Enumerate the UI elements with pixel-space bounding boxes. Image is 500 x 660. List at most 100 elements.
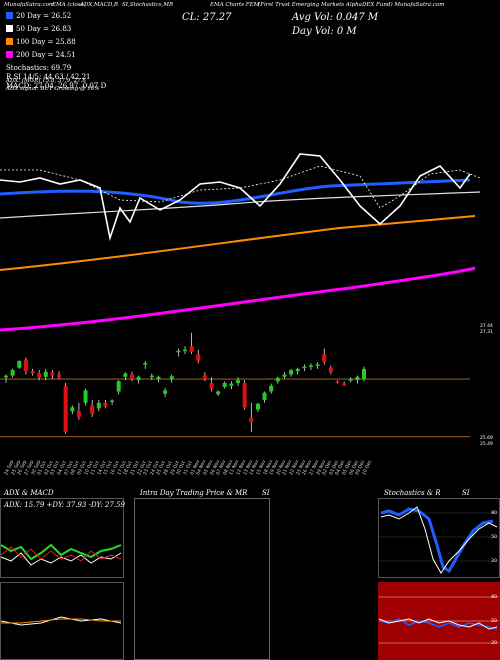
rsi-tick-20: 20 xyxy=(491,641,497,646)
candle-body xyxy=(123,373,128,377)
candle xyxy=(216,390,221,396)
legend-ema100: 100 Day = 25.88 xyxy=(6,38,76,46)
candle xyxy=(196,349,201,364)
ema200-swatch xyxy=(6,51,13,58)
candle-body xyxy=(10,370,15,376)
ema-chart xyxy=(0,153,481,332)
price-label-2: 27.31 xyxy=(480,330,493,335)
candle xyxy=(4,374,8,383)
candle-body xyxy=(23,359,28,372)
price-line xyxy=(0,153,471,242)
candle-body xyxy=(50,372,55,376)
candle xyxy=(355,375,360,384)
candle-body xyxy=(149,375,154,378)
candle xyxy=(289,368,294,377)
candle-body xyxy=(136,376,141,381)
candle xyxy=(23,357,28,375)
candle xyxy=(282,372,287,380)
candle-body xyxy=(116,381,121,392)
macd-value: MACD: 27.04, 26.97, 0.07 D xyxy=(6,82,107,90)
candle xyxy=(136,375,141,384)
candle xyxy=(209,377,214,392)
legend-ema50: 50 Day = 26.83 xyxy=(6,25,71,33)
candle xyxy=(328,365,333,375)
candle xyxy=(57,371,62,380)
candle-body xyxy=(242,383,247,408)
macd-line xyxy=(0,616,122,626)
candle-body xyxy=(308,365,313,367)
candle-body xyxy=(43,371,48,377)
candle-body xyxy=(143,363,148,365)
candle-body xyxy=(103,402,108,407)
legend-ema20-label: 20 Day = 26.52 xyxy=(16,12,72,20)
candle-body xyxy=(222,383,227,387)
rsi-blue-line xyxy=(378,618,498,630)
candle xyxy=(30,368,35,376)
stoch-d-line xyxy=(380,506,498,574)
mr-panel-right: SI xyxy=(262,489,270,497)
candle-body xyxy=(249,417,254,422)
ema200-line xyxy=(0,266,476,332)
ema50-swatch xyxy=(6,25,13,32)
candle-body xyxy=(282,374,287,377)
candle-body xyxy=(76,411,81,417)
macd-dotted-line xyxy=(0,165,481,209)
adx-panel: ADX: 15.79 +DY: 37.93 -DY: 27.59 xyxy=(0,498,125,578)
stoch-panel: 80 50 20 xyxy=(378,498,500,578)
candle xyxy=(143,360,148,369)
candle xyxy=(302,364,307,372)
indicators-title: ADX,MACD,R xyxy=(80,2,118,8)
candle xyxy=(96,399,101,412)
candle-body xyxy=(4,375,8,378)
stoch-lines xyxy=(379,499,499,577)
candle xyxy=(63,383,68,434)
adx-green-line xyxy=(0,543,122,561)
adx-red-line xyxy=(0,546,122,562)
candle xyxy=(123,372,128,381)
candle xyxy=(202,372,207,382)
candle xyxy=(295,367,300,375)
candle xyxy=(156,375,161,383)
legend-ema200-label: 200 Day = 24.51 xyxy=(16,51,76,59)
stoch-k-line xyxy=(380,507,494,574)
rsi-panel: 80 50 20 xyxy=(378,582,500,660)
adx-white-line xyxy=(0,552,122,566)
candle xyxy=(10,368,15,378)
candle xyxy=(362,366,366,382)
candle-body xyxy=(362,368,366,380)
candle xyxy=(348,377,353,383)
candle-body xyxy=(183,349,187,352)
candle-body xyxy=(63,385,68,433)
candle-body xyxy=(209,383,214,389)
candle xyxy=(43,368,48,381)
candle xyxy=(262,391,267,403)
candle xyxy=(315,362,320,369)
ema-chart-label: EMA Charts FEM xyxy=(210,2,260,8)
stoch-band xyxy=(379,499,499,577)
candlestick-chart xyxy=(0,332,470,438)
fund-name: (First Trust Emerging Markets AlphaDEX F… xyxy=(258,2,445,8)
stoch-panel-title: Stochastics & R xyxy=(384,489,441,497)
candle xyxy=(103,399,108,409)
candle-body xyxy=(110,400,115,403)
candle-body xyxy=(328,367,333,373)
candle xyxy=(90,399,95,417)
adx-signal: ADX signal: BUY Growing @ 16% xyxy=(6,86,100,92)
candle xyxy=(149,373,154,381)
oscillators-title: SI,Stochastics,MR xyxy=(122,2,174,8)
price-label-3: 25.69 xyxy=(480,436,493,441)
legend-ema200: 200 Day = 24.51 xyxy=(6,51,76,59)
ema20-swatch xyxy=(6,12,13,19)
rsi-lines xyxy=(378,596,499,644)
ema50-line xyxy=(0,191,481,219)
candle xyxy=(242,380,247,410)
legend-ema100-label: 100 Day = 25.88 xyxy=(16,38,76,46)
candle-body xyxy=(37,373,42,378)
stoch-tick-50: 50 xyxy=(491,535,497,540)
stoch-tick-80: 80 xyxy=(491,511,497,516)
candle xyxy=(255,402,260,412)
adx-panel-values: ADX: 15.79 +DY: 37.93 -DY: 27.59 xyxy=(4,501,125,509)
ema20-line xyxy=(0,178,471,205)
candle-body xyxy=(169,376,174,380)
day-volume: Day Vol: 0 M xyxy=(292,26,357,37)
